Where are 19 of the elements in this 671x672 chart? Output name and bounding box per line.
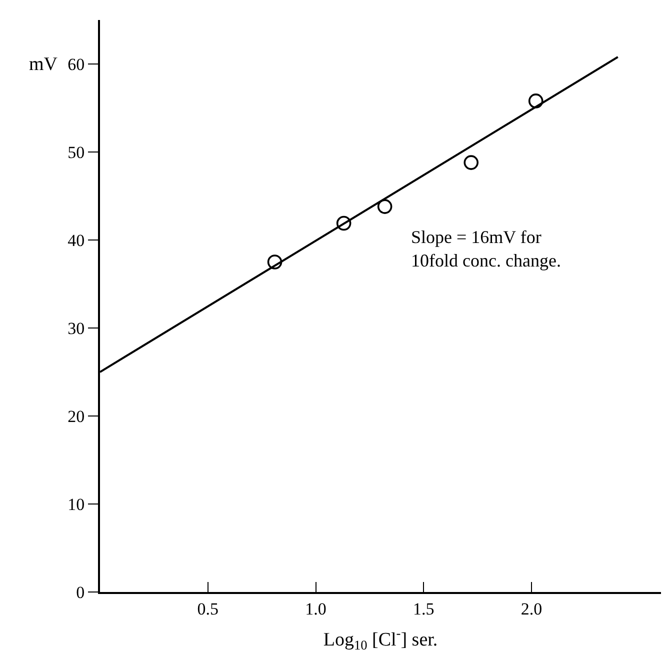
x-tick-label: 1.0: [305, 599, 326, 618]
y-tick-label: 30: [68, 318, 85, 338]
y-tick-label: 20: [68, 406, 85, 426]
point: [377, 199, 392, 214]
y-tick-label: 10: [68, 494, 85, 514]
x-tick-label: 0.5: [197, 599, 219, 618]
y-axis-title: mV: [29, 54, 58, 75]
point: [267, 254, 282, 270]
y-tick-label: 0: [76, 582, 85, 602]
x-tick-label: 1.5: [413, 599, 434, 618]
x-axis-title: Log$_{10}$ [Cl$^{-}$] ser.: [323, 626, 438, 653]
point: [464, 155, 479, 170]
y-tick-label: 60: [68, 54, 85, 74]
y-tick-label: 40: [68, 230, 85, 250]
annotation: Slope = 16mV for 10fold conc. change.: [411, 227, 561, 270]
point: [528, 94, 544, 108]
y-tick-label: 50: [68, 142, 85, 162]
x-tick-label: 2.0: [520, 599, 542, 618]
point: [336, 216, 352, 231]
